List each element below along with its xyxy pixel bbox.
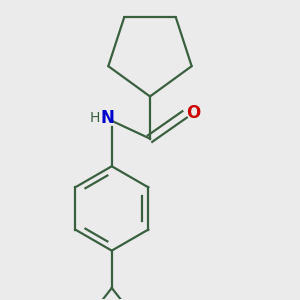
Text: O: O	[187, 104, 201, 122]
Text: N: N	[101, 109, 115, 127]
Text: H: H	[90, 111, 100, 125]
